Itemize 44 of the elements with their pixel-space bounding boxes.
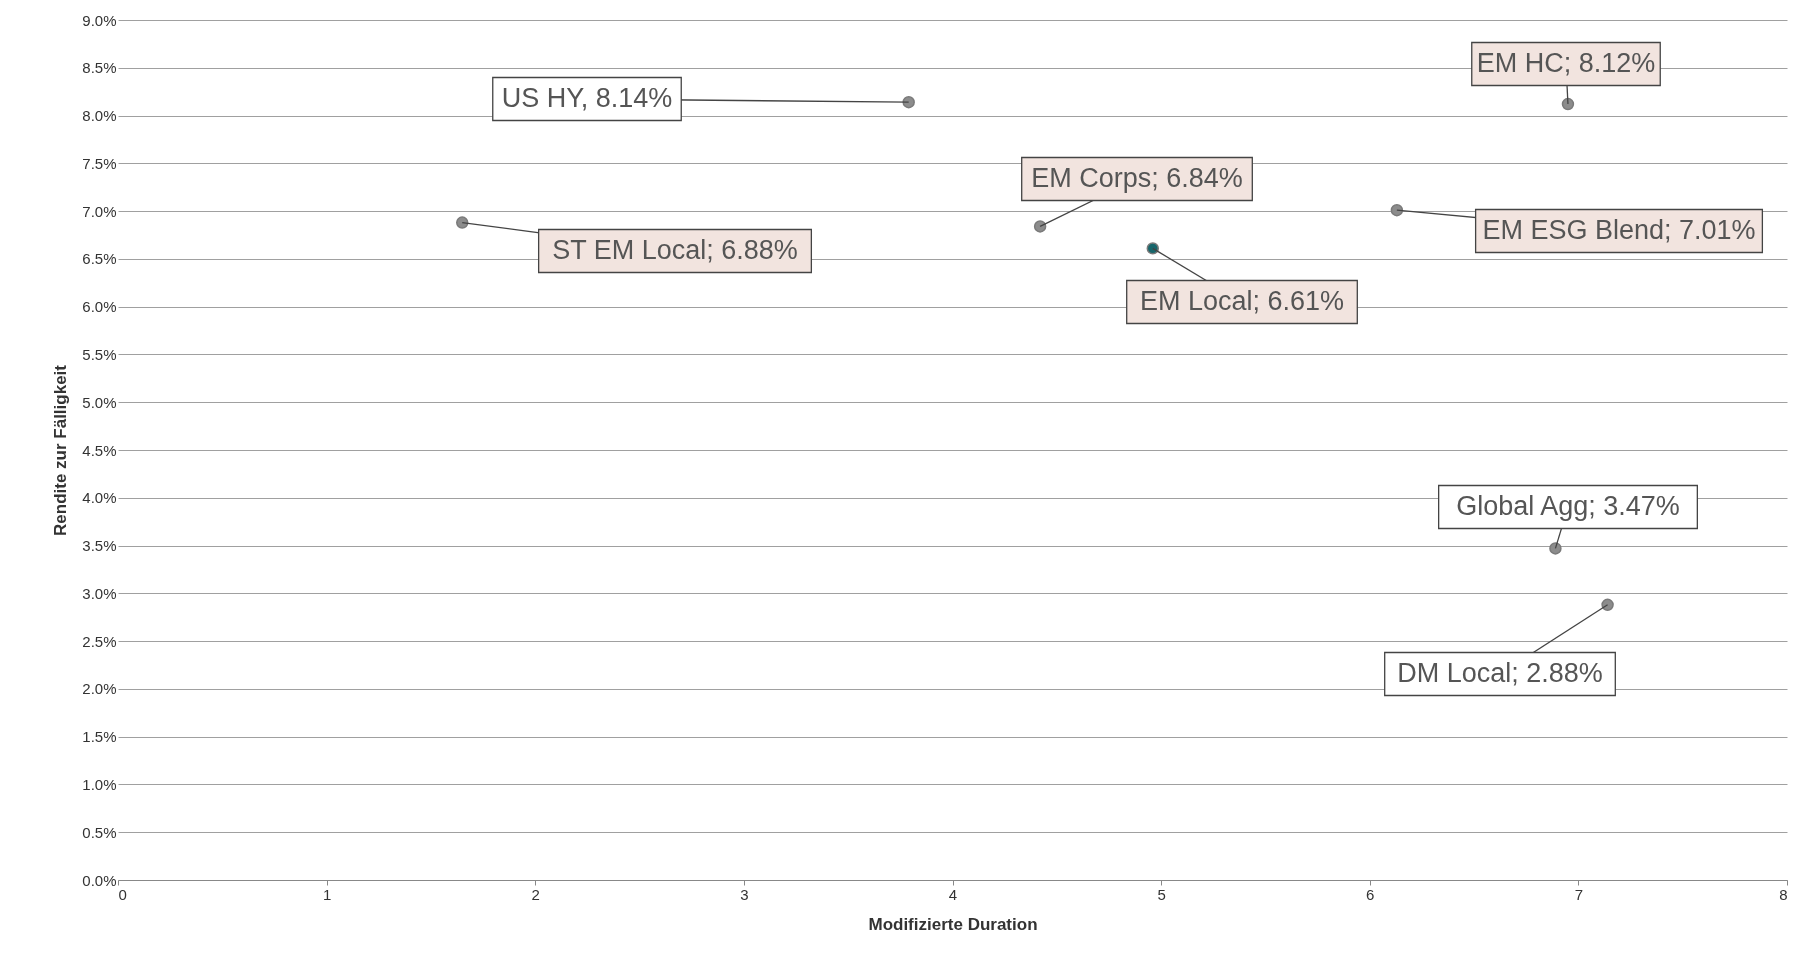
annotation: EM Corps; 6.84% [1031, 163, 1243, 193]
y-tick-label: 4.5% [82, 441, 117, 459]
y-axis-title: Rendite zur Fälligkeit [51, 364, 71, 536]
y-tick-label: 1.0% [82, 775, 117, 793]
y-tick-label: 1.5% [82, 728, 117, 746]
annotation: Global Agg; 3.47% [1456, 491, 1680, 521]
x-tick-label: 3 [740, 885, 749, 903]
y-tick-label: 8.5% [82, 59, 117, 77]
y-tick-label: 0.0% [82, 871, 117, 889]
point [1146, 242, 1160, 255]
y-tick-label: 8.0% [82, 107, 117, 125]
y-tick-label: 2.0% [82, 680, 117, 698]
y-tick-label: 0.5% [82, 823, 117, 841]
annotation: DM Local; 2.88% [1397, 658, 1603, 688]
annotation: EM ESG Blend; 7.01% [1482, 215, 1756, 245]
x-axis-title: Modifizierte Duration [868, 914, 1038, 934]
y-tick-label: 2.5% [82, 632, 117, 650]
annotation: EM HC; 8.12% [1476, 48, 1656, 78]
y-tick-label: 5.0% [82, 393, 117, 411]
point [1390, 203, 1404, 217]
point [1549, 542, 1562, 555]
x-tick-label: 0 [118, 885, 127, 903]
x-tick-label: 2 [531, 885, 540, 903]
y-tick-label: 7.0% [82, 202, 117, 220]
x-tick-label: 6 [1366, 885, 1375, 903]
x-tick-label: 8 [1779, 885, 1788, 903]
x-tick-label: 5 [1157, 885, 1166, 903]
y-tick-label: 3.5% [82, 537, 117, 555]
y-tick-label: 6.0% [82, 298, 117, 316]
point [1601, 598, 1614, 612]
y-tick-label: 5.5% [82, 345, 117, 363]
y-tick-label: 3.0% [82, 584, 117, 602]
y-tick-label: 9.0% [82, 11, 117, 29]
y-tick-label: 7.5% [82, 154, 117, 172]
annotation: US HY, 8.14% [501, 83, 673, 113]
x-tick-label: 7 [1574, 885, 1584, 903]
y-tick-label: 4.0% [82, 489, 117, 507]
x-tick-label: 4 [948, 885, 958, 903]
annotation: EM Local; 6.61% [1139, 286, 1345, 316]
x-tick-label: 1 [322, 885, 332, 903]
y-tick-label: 6.5% [82, 250, 117, 268]
annotation: ST EM Local; 6.88% [552, 235, 798, 265]
point [1033, 220, 1047, 233]
point [1561, 97, 1575, 111]
